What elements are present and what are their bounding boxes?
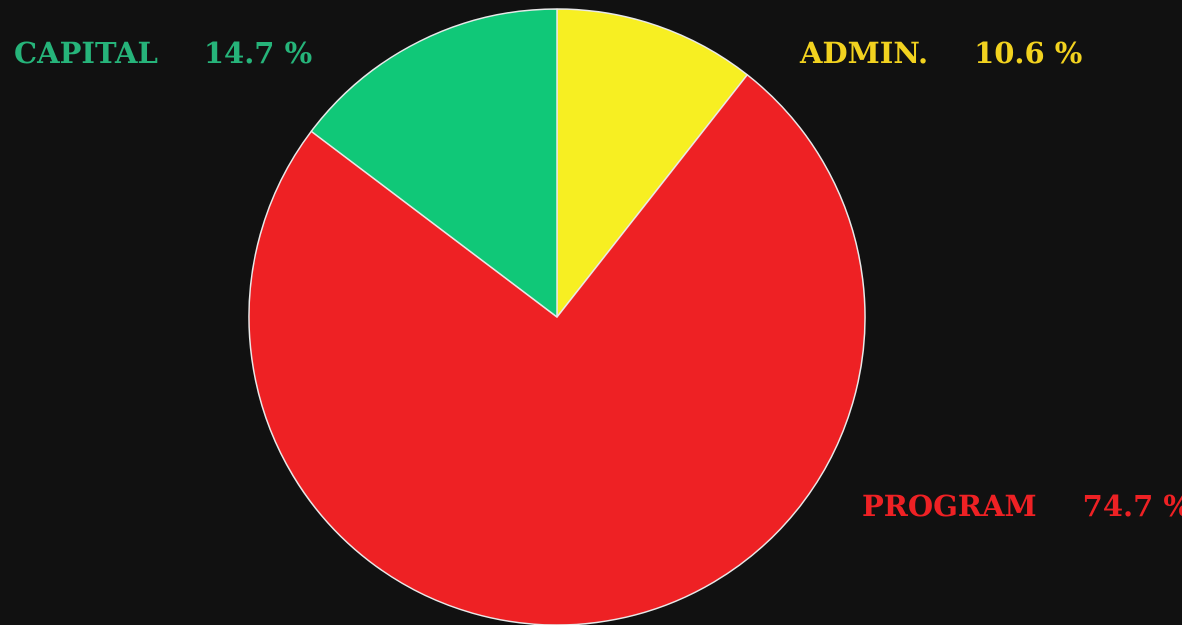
slice-label-admin-name: ADMIN.	[800, 36, 929, 70]
pie-slice-capital	[310, 8, 558, 318]
pie-slice-program	[248, 74, 866, 625]
slice-label-admin-value: 10.6 %	[974, 36, 1083, 70]
slice-label-program-name: PROGRAM	[862, 489, 1037, 523]
pie-slice-admin	[556, 8, 749, 318]
slice-label-capital-value: 14.7 %	[203, 36, 313, 70]
slice-label-program: PROGRAM 74.7 %	[862, 492, 1182, 521]
slice-label-admin: ADMIN. 10.6 %	[800, 39, 1082, 68]
slice-label-capital-name: CAPITAL	[14, 36, 158, 70]
slice-label-program-value: 74.7 %	[1082, 489, 1182, 523]
slice-label-capital: CAPITAL 14.7 %	[14, 39, 312, 68]
